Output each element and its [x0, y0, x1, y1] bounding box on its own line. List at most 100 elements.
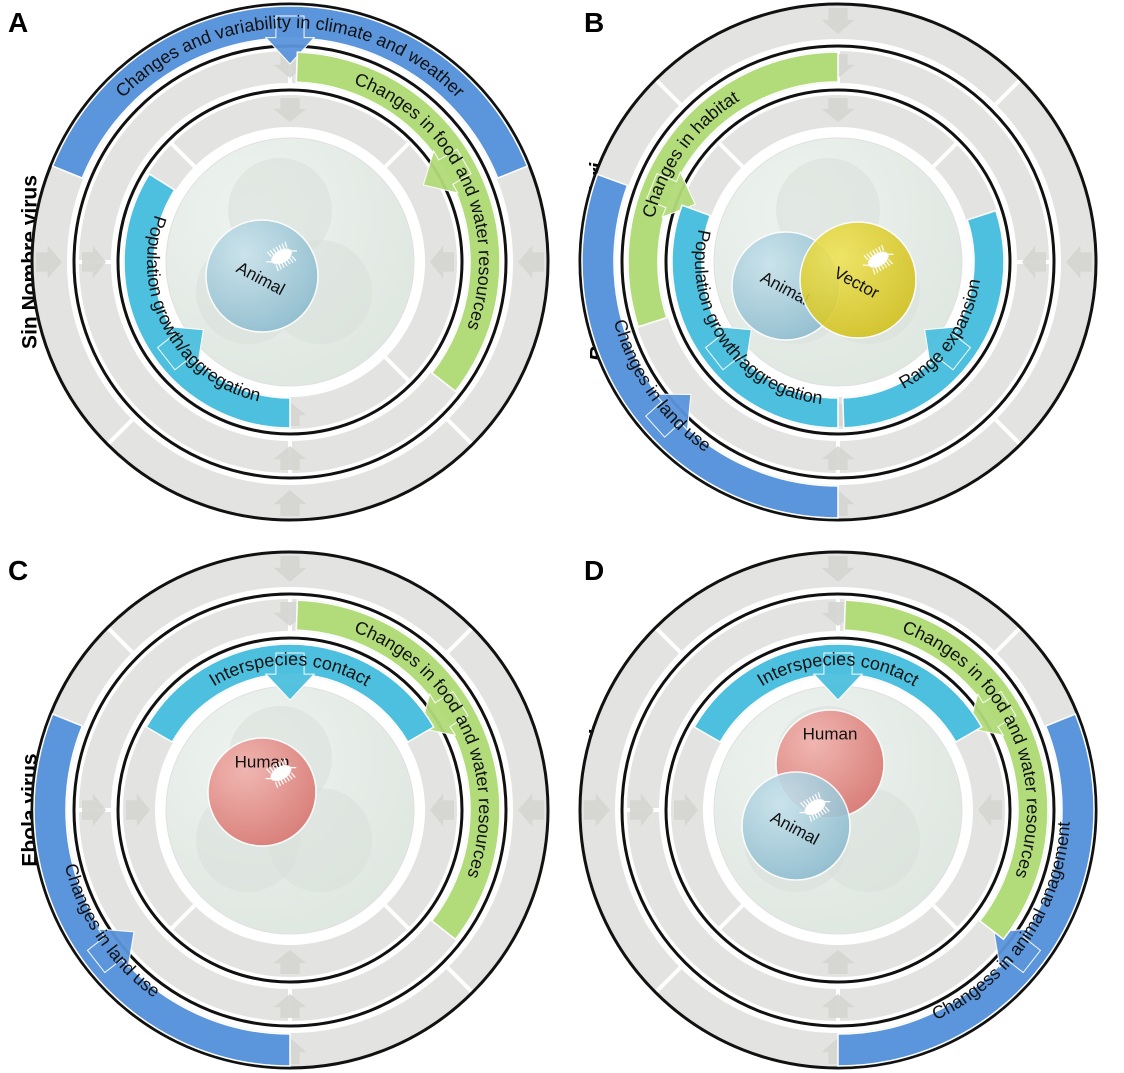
ring-separator — [717, 141, 745, 169]
ring-separator — [993, 626, 1022, 655]
faint-arrow-icon — [273, 556, 307, 582]
ring-outline — [116, 88, 464, 436]
ring-separator — [993, 417, 1022, 446]
ring-separator — [931, 903, 959, 931]
node-vector: Vector — [799, 221, 917, 339]
ring-separator — [445, 417, 474, 446]
animal-circle — [741, 771, 851, 881]
ring-outline — [30, 550, 550, 1070]
arrow-icon — [704, 325, 752, 371]
arc-band — [123, 172, 291, 429]
faint-arrow-icon — [1022, 245, 1046, 279]
microbe-icon — [862, 244, 894, 275]
faint-arrow-icon — [821, 98, 855, 122]
arrow-icon — [645, 393, 692, 438]
ring-separator — [717, 903, 745, 931]
ring-outline — [664, 636, 1012, 984]
ring-outline — [620, 44, 1056, 480]
arc-band — [671, 204, 839, 429]
ring-separator — [931, 141, 959, 169]
faint-arrow-icon — [821, 950, 855, 974]
arrow-icon — [924, 325, 972, 371]
faint-arrow-icon — [584, 793, 610, 827]
arc-band — [693, 643, 983, 744]
arc-band — [837, 713, 1095, 1067]
ring-separator — [169, 903, 197, 931]
ring-outline — [116, 636, 464, 984]
human-label: Human — [803, 725, 858, 744]
microbe-icon — [799, 792, 831, 822]
ring-separator — [383, 355, 411, 383]
arc-band — [295, 599, 501, 941]
faint-arrow-icon — [273, 994, 307, 1018]
ring-outline — [578, 550, 1098, 1070]
faint-arrow-icon — [978, 793, 1002, 827]
ring-outline — [578, 2, 1098, 522]
ring-separator — [654, 78, 683, 107]
ring-separator — [106, 417, 135, 446]
arc-band — [145, 643, 435, 744]
ring-separator — [654, 626, 683, 655]
panel-letter: B — [584, 7, 604, 38]
animal-circle — [205, 219, 319, 333]
arrow-icon — [156, 325, 204, 371]
arrow-icon — [812, 652, 864, 701]
faint-arrow-icon — [821, 994, 855, 1018]
faint-arrow-icon — [36, 245, 62, 279]
arrow-icon — [993, 928, 1042, 974]
ring-outline — [620, 592, 1056, 1028]
faint-arrow-icon — [430, 793, 454, 827]
faint-arrow-icon — [821, 556, 855, 582]
faint-arrow-icon — [518, 793, 544, 827]
microbe-icon — [265, 758, 297, 788]
arc-band — [843, 599, 1049, 941]
faint-arrow-icon — [273, 490, 307, 516]
arc-band — [841, 209, 1005, 429]
arc-band — [581, 173, 839, 519]
ring-separator — [993, 78, 1022, 107]
panel-letter: D — [584, 555, 604, 586]
ring-separator — [383, 903, 411, 931]
microbe-icon — [266, 241, 297, 272]
arrow-icon — [264, 652, 316, 701]
human-circle — [207, 737, 317, 847]
faint-arrow-icon — [518, 245, 544, 279]
faint-arrow-icon — [82, 245, 106, 279]
ring-separator — [654, 965, 683, 994]
panel-letter: C — [8, 555, 28, 586]
ring-outline — [30, 2, 550, 522]
faint-arrow-icon — [674, 793, 698, 827]
node-human: Human — [207, 737, 317, 847]
faint-arrow-icon — [821, 8, 855, 34]
faint-arrow-icon — [273, 98, 307, 122]
human-label: Human — [235, 753, 290, 772]
faint-arrow-icon — [630, 793, 654, 827]
vector-circle — [799, 221, 917, 339]
panel-letter: A — [8, 7, 28, 38]
faint-arrow-icon — [430, 245, 454, 279]
ring-separator — [445, 626, 474, 655]
faint-arrow-icon — [82, 793, 106, 827]
node-animal: Animal — [741, 771, 851, 881]
arc-contact: Interspecies contact — [693, 643, 983, 744]
panel-b: BBorrelia burgdorferiChanges in land use… — [578, 2, 1098, 522]
ring-outline — [664, 88, 1012, 436]
ring-separator — [445, 965, 474, 994]
arc-band — [295, 51, 501, 393]
faint-arrow-icon — [126, 793, 150, 827]
arrow-icon — [86, 928, 135, 974]
arrow-icon — [264, 15, 316, 65]
ring-separator — [106, 626, 135, 655]
faint-arrow-icon — [821, 446, 855, 470]
node-animal: Animal — [205, 219, 319, 333]
faint-arrow-icon — [273, 950, 307, 974]
panel-d: DEscherichia coliChangess in animal anag… — [578, 550, 1098, 1070]
arrow-icon — [422, 148, 472, 194]
ring-outline — [72, 592, 508, 1028]
faint-arrow-icon — [273, 446, 307, 470]
faint-arrow-icon — [1066, 245, 1092, 279]
ring-separator — [383, 141, 411, 169]
